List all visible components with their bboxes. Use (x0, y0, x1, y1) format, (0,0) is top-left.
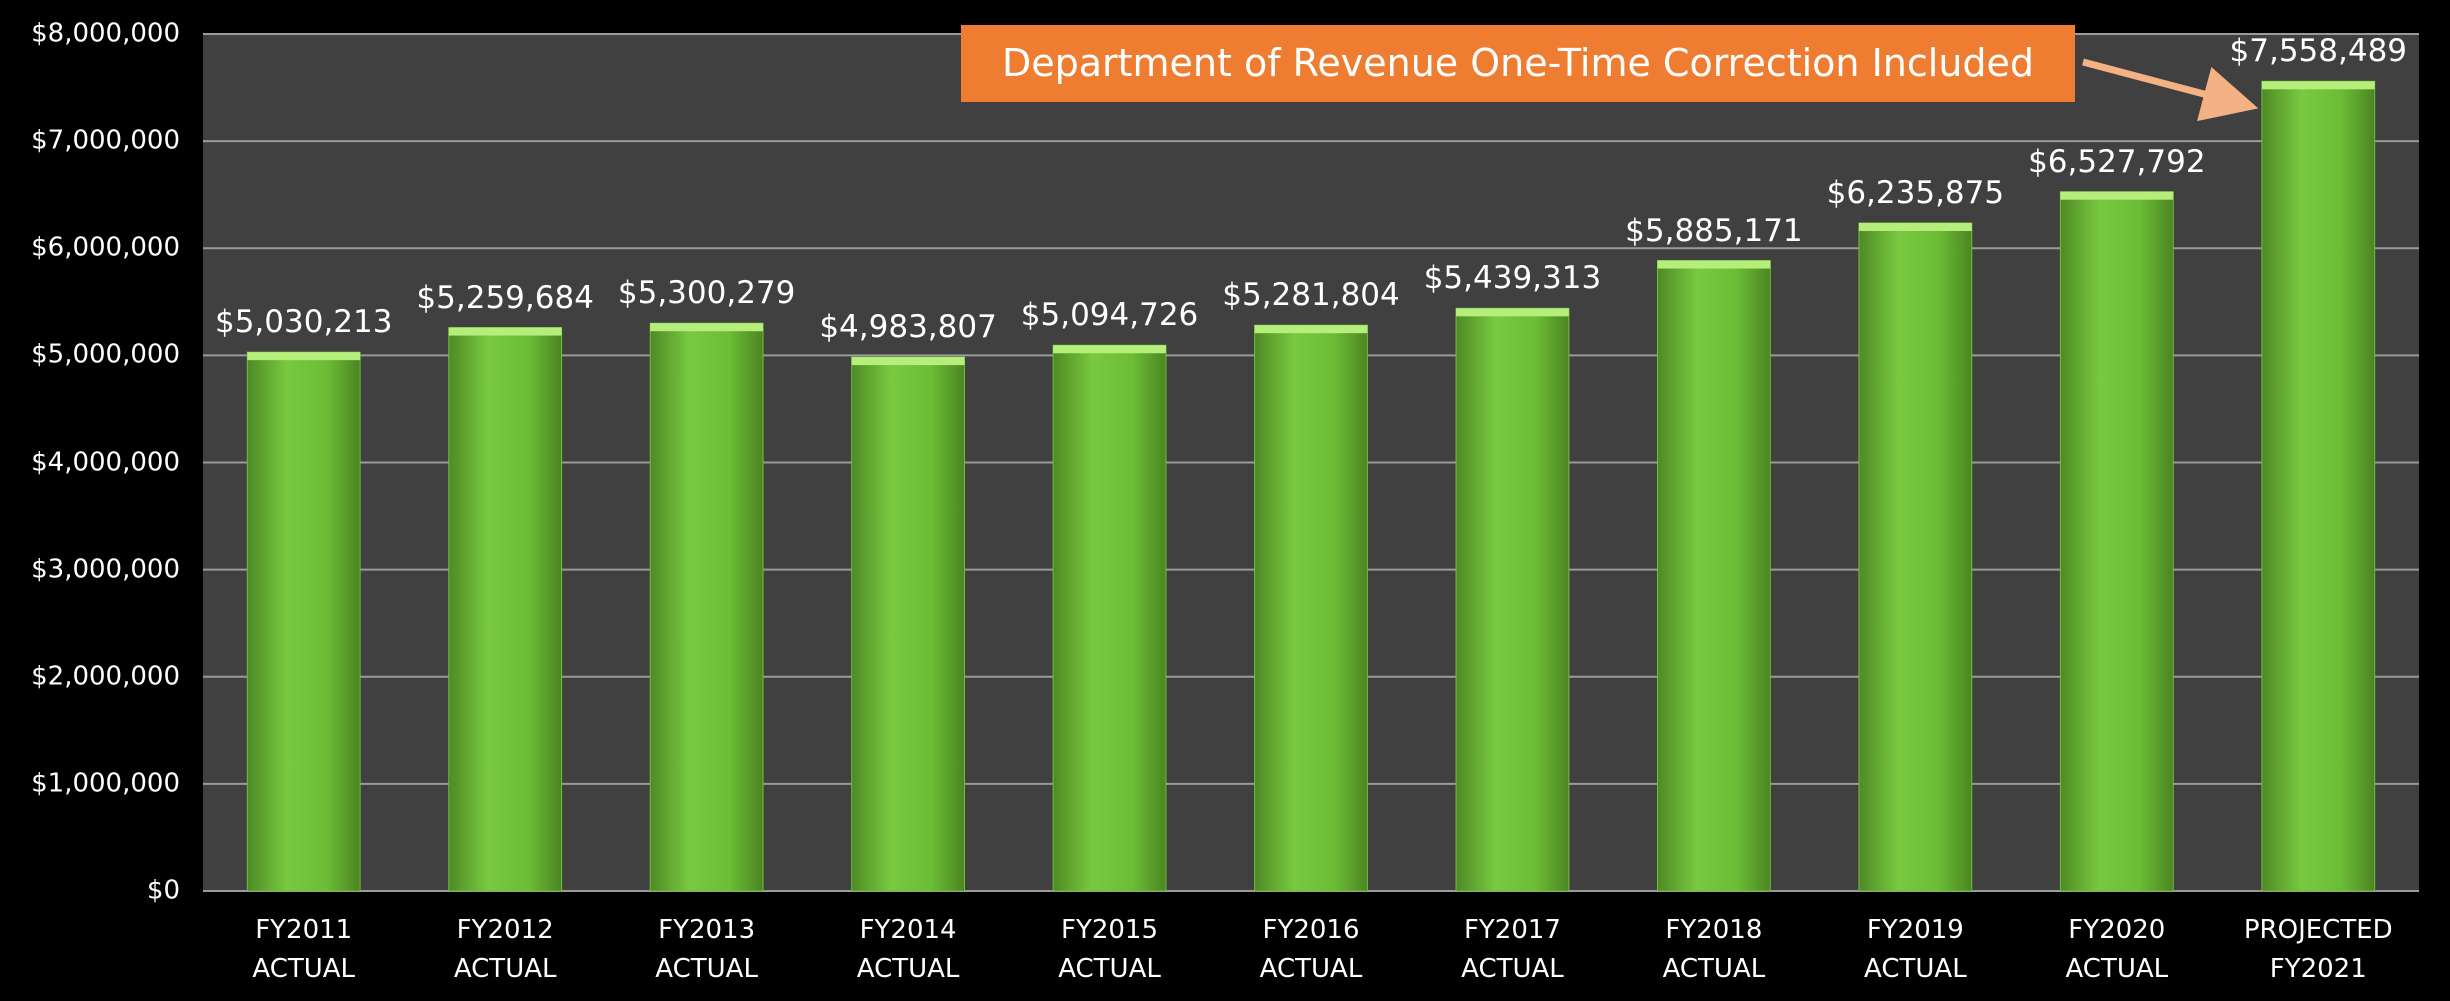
x-tick-label: FY2015 ACTUAL (1058, 915, 1161, 984)
bar-cap (448, 327, 562, 336)
bar (246, 351, 361, 892)
data-label: $5,030,213 (214, 304, 393, 341)
x-tick-label: FY2011 ACTUAL (252, 915, 356, 984)
bar-cap (851, 357, 965, 366)
data-label: $6,235,875 (1826, 174, 2005, 211)
x-tick-label: FY2014 ACTUAL (856, 915, 960, 984)
bar (2261, 80, 2376, 892)
data-label: $5,094,726 (1020, 297, 1199, 334)
x-tick-label: FY2017 ACTUAL (1461, 915, 1564, 984)
y-tick-label: $4,000,000 (31, 447, 180, 477)
x-tick-label: FY2018 ACTUAL (1662, 915, 1766, 984)
x-tick-label: PROJECTED FY2021 (2243, 915, 2393, 984)
bar-cap (247, 352, 361, 361)
bar-cap (650, 323, 764, 332)
bar (649, 322, 764, 892)
x-tick-label: FY2019 ACTUAL (1864, 915, 1967, 984)
data-label: $5,259,684 (416, 279, 594, 316)
bar-cap (2060, 191, 2174, 200)
x-tick-label: FY2013 ACTUAL (655, 915, 758, 984)
bar-cap (1456, 308, 1569, 317)
bar-cap (1254, 325, 1368, 334)
data-label: $5,281,804 (1222, 277, 1400, 314)
bar-cap (1053, 345, 1166, 354)
bar (1657, 260, 1771, 892)
bar (1858, 222, 1973, 892)
bar (851, 356, 965, 892)
annotation: Department of Revenue One-Time Correctio… (961, 25, 2075, 102)
x-tick-label: FY2016 ACTUAL (1259, 915, 1363, 984)
bar-cap (2261, 81, 2375, 90)
data-label: $6,527,792 (2028, 143, 2206, 180)
y-tick-label: $0 (146, 875, 180, 906)
y-tick-label: $7,000,000 (31, 125, 180, 156)
x-tick-label: FY2020 ACTUAL (2065, 915, 2169, 984)
y-tick-label: $5,000,000 (31, 339, 180, 370)
bar-cap (1657, 260, 1771, 269)
bar (2059, 191, 2174, 892)
bar-cap (1858, 222, 1972, 231)
data-label: $7,558,489 (2229, 33, 2408, 70)
bar (1052, 344, 1167, 892)
bar (448, 327, 563, 892)
annotation-arrow (2082, 58, 2259, 122)
data-label: $5,300,279 (617, 275, 796, 312)
bar (1254, 324, 1368, 892)
data-label: $4,983,807 (819, 309, 997, 346)
data-label: $5,885,171 (1625, 212, 1803, 249)
y-tick-label: $6,000,000 (31, 232, 180, 263)
y-tick-label: $3,000,000 (31, 554, 180, 585)
y-tick-label: $1,000,000 (31, 768, 180, 799)
y-tick-label: $8,000,000 (31, 18, 180, 49)
data-label: $5,439,313 (1423, 260, 1602, 297)
bar (1455, 307, 1570, 892)
x-tick-label: FY2012 ACTUAL (453, 915, 557, 984)
y-tick-label: $2,000,000 (31, 661, 180, 692)
